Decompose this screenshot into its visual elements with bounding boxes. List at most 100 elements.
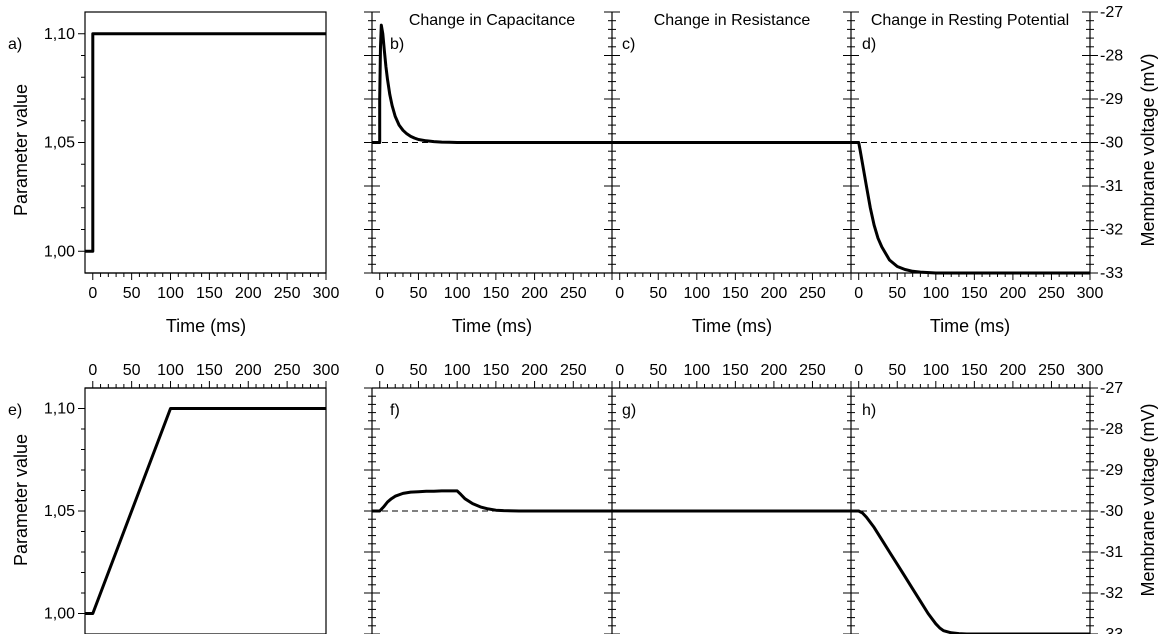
- panel-label-h: h): [862, 402, 876, 419]
- y-tick-label-d: -31: [1100, 178, 1123, 195]
- panel-label-a: a): [8, 36, 22, 53]
- x-tick-label-e: 200: [235, 362, 262, 379]
- y-tick-label-e: 1,00: [44, 606, 75, 623]
- x-tick-label-a: 100: [157, 285, 184, 302]
- y-tick-label-a: 1,10: [44, 26, 75, 43]
- x-tick-label-f: 50: [410, 362, 428, 379]
- series-line-e: [85, 407, 326, 615]
- panel-label-d: d): [862, 36, 876, 53]
- y-tick-label-h: -29: [1100, 462, 1123, 479]
- x-tick-label-b: 150: [483, 285, 510, 302]
- x-tick-label-h: 200: [1000, 362, 1027, 379]
- x-tick-label-d: 300: [1077, 285, 1104, 302]
- y-tick-label-d: -33: [1100, 265, 1123, 282]
- y-axis-title-voltage-bottom: Membrane voltage (mV): [1138, 403, 1158, 596]
- x-axis-title-c: Time (ms): [692, 316, 772, 336]
- y-tick-label-d: -30: [1100, 135, 1123, 152]
- x-tick-label-f: 0: [375, 362, 384, 379]
- x-axis-title-b: Time (ms): [452, 316, 532, 336]
- panel-label-c: c): [622, 36, 635, 53]
- x-tick-label-c: 250: [799, 285, 826, 302]
- y-tick-label-e: 1,05: [44, 503, 75, 520]
- x-tick-label-d: 50: [888, 285, 906, 302]
- series-line-d: [851, 141, 1090, 275]
- y-axis-title-parameter-bottom: Parameter value: [11, 434, 31, 566]
- series-line-h: [851, 509, 1090, 634]
- x-tick-label-a: 150: [196, 285, 223, 302]
- x-tick-label-d: 150: [961, 285, 988, 302]
- x-tick-label-e: 100: [157, 362, 184, 379]
- panel-frame-e: [84, 387, 327, 634]
- x-tick-label-f: 100: [444, 362, 471, 379]
- y-tick-label-h: -30: [1100, 503, 1123, 520]
- y-tick-label-e: 1,10: [44, 401, 75, 418]
- y-tick-label-h: -31: [1100, 544, 1123, 561]
- x-tick-label-g: 150: [722, 362, 749, 379]
- y-tick-label-d: -32: [1100, 222, 1123, 239]
- x-axis-title-d: Time (ms): [930, 316, 1010, 336]
- x-tick-label-g: 200: [761, 362, 788, 379]
- x-tick-label-d: 250: [1038, 285, 1065, 302]
- x-tick-label-h: 50: [888, 362, 906, 379]
- y-tick-label-a: 1,05: [44, 135, 75, 152]
- x-tick-label-b: 50: [410, 285, 428, 302]
- column-title-resistance: Change in Resistance: [654, 12, 811, 29]
- column-title-resting-potential: Change in Resting Potential: [871, 12, 1069, 29]
- y-tick-label-h: -32: [1100, 585, 1123, 602]
- y-tick-label-h: -33: [1100, 626, 1123, 634]
- x-tick-label-g: 50: [649, 362, 667, 379]
- x-tick-label-d: 100: [922, 285, 949, 302]
- x-tick-label-f: 150: [483, 362, 510, 379]
- x-tick-label-e: 50: [123, 362, 141, 379]
- panel-label-b: b): [390, 36, 404, 53]
- x-tick-label-d: 200: [1000, 285, 1027, 302]
- x-tick-label-b: 250: [560, 285, 587, 302]
- panel-frame-a: [84, 11, 327, 274]
- y-tick-label-d: -29: [1100, 91, 1123, 108]
- series-line-f: [372, 489, 612, 513]
- x-tick-label-g: 250: [799, 362, 826, 379]
- x-tick-label-e: 0: [88, 362, 97, 379]
- x-tick-label-e: 150: [196, 362, 223, 379]
- y-tick-label-a: 1,00: [44, 243, 75, 260]
- x-tick-label-c: 200: [761, 285, 788, 302]
- series-line-a: [85, 32, 326, 253]
- x-tick-label-a: 200: [235, 285, 262, 302]
- x-tick-label-a: 250: [274, 285, 301, 302]
- panel-label-e: e): [8, 402, 22, 419]
- x-tick-label-c: 50: [649, 285, 667, 302]
- x-tick-label-d: 0: [854, 285, 863, 302]
- x-tick-label-f: 250: [560, 362, 587, 379]
- y-tick-label-d: -28: [1100, 48, 1123, 65]
- x-tick-label-e: 250: [274, 362, 301, 379]
- panels: 0 50 100 150 200 250 300 1,00 1,05 1,10 0 50 100 150 2…: [44, 4, 1123, 634]
- x-tick-label-a: 0: [88, 285, 97, 302]
- x-tick-label-f: 200: [521, 362, 548, 379]
- x-tick-label-h: 250: [1038, 362, 1065, 379]
- panel-label-g: g): [622, 402, 636, 419]
- x-tick-label-a: 300: [313, 285, 340, 302]
- panel-label-f: f): [390, 402, 400, 419]
- x-tick-label-g: 0: [615, 362, 624, 379]
- y-tick-label-h: -27: [1100, 380, 1123, 397]
- x-tick-label-h: 0: [854, 362, 863, 379]
- y-axis-title-voltage-top: Membrane voltage (mV): [1138, 53, 1158, 246]
- x-axis-title-a: Time (ms): [166, 316, 246, 336]
- y-tick-label-h: -28: [1100, 421, 1123, 438]
- x-tick-label-b: 100: [444, 285, 471, 302]
- x-tick-label-h: 100: [922, 362, 949, 379]
- x-tick-label-h: 150: [961, 362, 988, 379]
- y-axis-title-parameter-top: Parameter value: [11, 84, 31, 216]
- x-tick-label-e: 300: [313, 362, 340, 379]
- x-tick-label-b: 200: [521, 285, 548, 302]
- x-tick-label-c: 100: [683, 285, 710, 302]
- x-tick-label-c: 0: [615, 285, 624, 302]
- x-tick-label-b: 0: [375, 285, 384, 302]
- series-line-b: [372, 23, 612, 144]
- x-tick-label-h: 300: [1077, 362, 1104, 379]
- x-tick-label-c: 150: [722, 285, 749, 302]
- y-tick-label-d: -27: [1100, 4, 1123, 21]
- column-title-capacitance: Change in Capacitance: [409, 12, 575, 29]
- x-tick-label-g: 100: [683, 362, 710, 379]
